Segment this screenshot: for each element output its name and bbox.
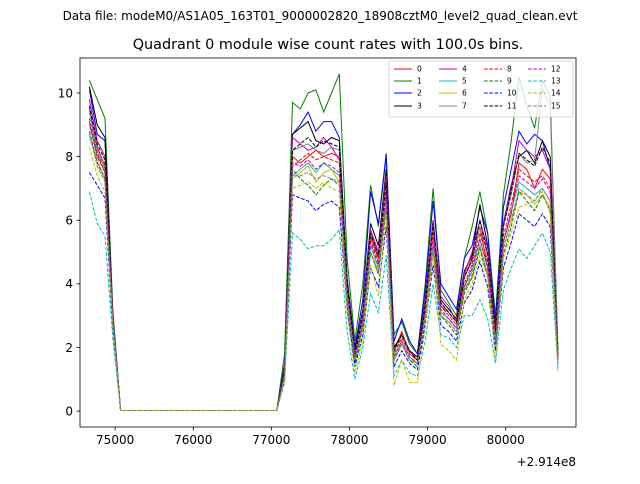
legend-label-4: 4 bbox=[462, 65, 467, 74]
legend-label-1: 1 bbox=[417, 77, 422, 86]
y-tick-label: 4 bbox=[65, 277, 73, 291]
y-axis: 0 2 4 6 8 10 bbox=[58, 86, 80, 418]
x-offset-label: +2.914e8 bbox=[517, 455, 576, 469]
series-line-13 bbox=[88, 191, 559, 411]
series-layer bbox=[88, 73, 559, 411]
y-tick-label: 6 bbox=[65, 214, 73, 228]
x-tick-label: 76000 bbox=[174, 433, 212, 447]
legend-label-8: 8 bbox=[507, 65, 512, 74]
legend-label-2: 2 bbox=[417, 89, 422, 98]
legend-label-0: 0 bbox=[417, 65, 422, 74]
legend-label-15: 15 bbox=[551, 102, 561, 111]
y-tick-label: 10 bbox=[58, 86, 73, 100]
legend-label-14: 14 bbox=[551, 89, 561, 98]
legend-label-13: 13 bbox=[551, 77, 561, 86]
legend-label-7: 7 bbox=[462, 102, 467, 111]
legend-label-3: 3 bbox=[417, 102, 422, 111]
legend-label-6: 6 bbox=[462, 89, 467, 98]
legend-label-9: 9 bbox=[507, 77, 512, 86]
x-tick-label: 77000 bbox=[252, 433, 290, 447]
plot-frame bbox=[79, 57, 577, 428]
y-tick-label: 2 bbox=[65, 341, 73, 355]
x-tick-label: 78000 bbox=[330, 433, 368, 447]
x-tick-label: 80000 bbox=[487, 433, 525, 447]
y-tick-label: 0 bbox=[65, 404, 73, 418]
x-tick-label: 75000 bbox=[96, 433, 134, 447]
chart-title: Quadrant 0 module wise count rates with … bbox=[133, 37, 524, 53]
x-axis: 75000 76000 77000 78000 79000 80000 bbox=[96, 427, 525, 447]
series-line-12 bbox=[88, 121, 559, 411]
y-tick-label: 8 bbox=[65, 150, 73, 164]
series-line-15 bbox=[88, 134, 559, 411]
legend-label-11: 11 bbox=[507, 102, 517, 111]
data-file-label: Data file: modeM0/AS1A05_163T01_90000028… bbox=[63, 9, 578, 23]
legend-label-5: 5 bbox=[462, 77, 467, 86]
x-tick-label: 79000 bbox=[408, 433, 446, 447]
legend-label-12: 12 bbox=[551, 65, 561, 74]
legend-label-10: 10 bbox=[507, 89, 517, 98]
legend-box bbox=[388, 60, 574, 118]
